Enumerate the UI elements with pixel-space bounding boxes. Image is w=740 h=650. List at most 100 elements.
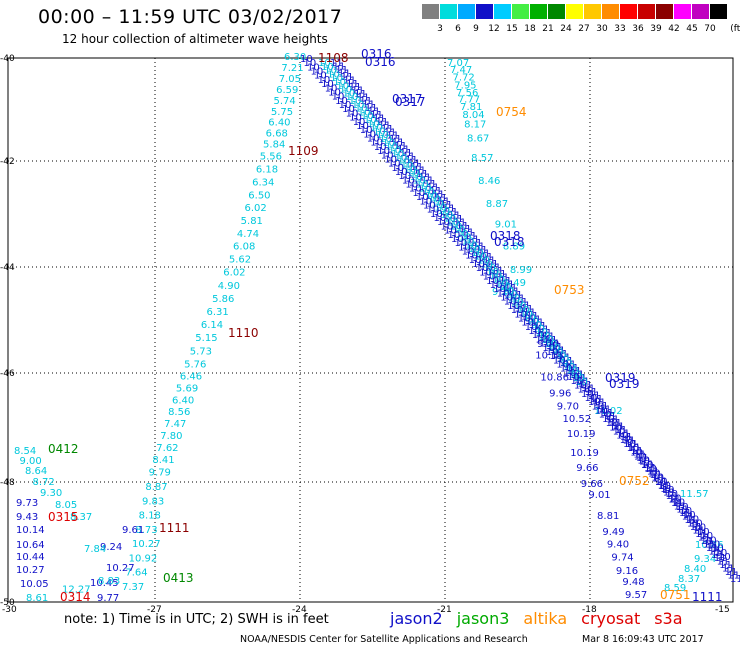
track-a-value: 6.14: [201, 320, 223, 331]
dense-track-a: 11: [467, 235, 480, 246]
track-a-value: 5.73: [190, 346, 212, 357]
track-h-value: 10.86: [695, 540, 724, 551]
dense-track-b: 10: [453, 225, 466, 236]
scale-label: 45: [686, 24, 698, 34]
dense-track-c: 10: [395, 167, 408, 178]
orbit-label-1108: 1108: [318, 51, 349, 65]
dense-track-c: 10: [423, 200, 436, 211]
dense-track-a: 11: [405, 155, 418, 166]
dense-track-a: 11: [445, 207, 458, 218]
scale-swatch: [548, 4, 565, 19]
dense-track-a: 11: [531, 318, 544, 329]
dense-track-a: 11: [427, 183, 440, 194]
dense-track-c: 10: [623, 439, 636, 450]
dense-track-b: 10: [572, 373, 585, 384]
dense-track-a: 11: [360, 96, 373, 107]
track-a-value: 9.79: [149, 468, 171, 479]
dense-track-c: 10: [546, 347, 559, 358]
track-f-value: 8.81: [597, 511, 619, 522]
dense-track-c: 10: [448, 230, 461, 241]
dense-track-b: 10: [569, 369, 582, 380]
track-a-value: 7.62: [156, 443, 178, 454]
dense-track-b: 10: [391, 149, 404, 160]
y-tick-label: -40: [0, 54, 15, 64]
dense-track-a: 11: [558, 352, 571, 363]
dense-track-a: 11: [483, 255, 496, 266]
dense-track-a: 11: [486, 259, 499, 270]
dense-track-b: 10: [508, 293, 521, 304]
dense-track-c: 10: [381, 150, 394, 161]
dense-track-c: 10: [405, 180, 418, 191]
dense-track-a: 11: [717, 557, 730, 568]
dense-track-c: 10: [711, 544, 724, 555]
dense-track-b: 10: [575, 377, 588, 388]
dense-track-a: 11: [462, 228, 475, 239]
dense-track-a: 11: [580, 380, 593, 391]
dense-track-a: 11: [615, 425, 628, 436]
dense-track-c: 10: [325, 83, 338, 94]
legend-jason2: jason2: [390, 609, 443, 628]
dense-track-c: 10: [500, 293, 513, 304]
track-e-value: 7.07: [447, 58, 469, 69]
dense-track-a: 11: [424, 179, 437, 190]
dense-track-c: 10: [553, 355, 566, 366]
orbit-label-0319: 0319: [605, 371, 636, 385]
dense-track-a: 11: [529, 314, 542, 325]
track-d-value: 10.14: [16, 525, 45, 536]
dense-track-c: 10: [528, 326, 541, 337]
dense-track-a: 11: [652, 474, 665, 485]
dense-track-b: 10: [327, 69, 340, 80]
dense-track-c: 10: [300, 54, 313, 65]
scale-swatch: [656, 4, 673, 19]
dense-track-c: 10: [539, 339, 552, 350]
dense-track-c: 10: [356, 121, 369, 132]
dense-track-a: 11: [711, 550, 724, 561]
dense-track-a: 11: [666, 491, 679, 502]
dense-track-b: 10: [499, 282, 512, 293]
track-a-value: 8.18: [139, 511, 161, 522]
legend-altika: altika: [523, 609, 568, 628]
dense-track-c: 10: [581, 389, 594, 400]
dense-track-a: 11: [633, 449, 646, 460]
dense-track-a: 11: [526, 311, 539, 322]
credit-text: NOAA/NESDIS Center for Satellite Applica…: [240, 634, 528, 645]
dense-track-c: 10: [644, 464, 657, 475]
dense-track-b: 10: [416, 180, 429, 191]
dense-track-c: 10: [370, 138, 383, 149]
dense-track-c: 10: [335, 96, 348, 107]
track-a-value: 9.83: [142, 496, 164, 507]
dense-track-c: 10: [592, 401, 605, 412]
dense-track-c: 10: [700, 531, 713, 542]
dense-track-a: 11: [582, 384, 595, 395]
dense-track-a: 11: [636, 453, 649, 464]
map-frame: [7, 57, 734, 603]
dense-track-b: 10: [382, 138, 395, 149]
dense-track-c: 10: [511, 305, 524, 316]
dense-track-a: 11: [612, 422, 625, 433]
dense-track-c: 10: [349, 113, 362, 124]
dense-track-a: 11: [343, 75, 356, 86]
track-a-value: 5.74: [274, 96, 296, 107]
dense-track-b: 10: [324, 66, 337, 77]
dense-track-a: 11: [475, 245, 488, 256]
track-a-value: 6.46: [180, 372, 202, 383]
dense-track-c: 10: [476, 263, 489, 274]
track-f-value: 10.52: [562, 414, 591, 425]
track-a-value: 6.59: [276, 85, 298, 96]
dense-track-b: 10: [486, 267, 499, 278]
orbit-label-1111: 1111: [692, 590, 723, 604]
track-a-value: 4.90: [218, 281, 240, 292]
dense-track-c: 10: [419, 196, 432, 207]
dense-track-c: 10: [426, 205, 439, 216]
dense-track-a: 11: [362, 100, 375, 111]
track-a-value: 6.18: [256, 165, 278, 176]
dense-track-b: 10: [551, 347, 564, 358]
dense-track-a: 11: [620, 432, 633, 443]
track-f-value: 9.70: [537, 339, 559, 350]
track-f-value: 10.19: [570, 448, 599, 459]
dense-track-a: 11: [639, 456, 652, 467]
track-e-value: 8.57: [471, 153, 493, 164]
track-a-value: 6.30: [284, 52, 306, 63]
dense-track-a: 11: [376, 117, 389, 128]
dense-track-a: 11: [521, 304, 534, 315]
